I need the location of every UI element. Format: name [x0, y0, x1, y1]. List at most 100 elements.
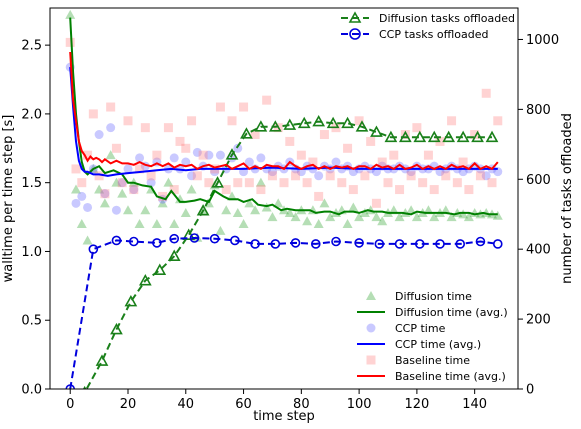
data-point	[187, 171, 197, 181]
data-point	[250, 205, 261, 215]
data-point	[94, 130, 104, 140]
data-point	[227, 191, 237, 201]
data-point	[99, 198, 110, 208]
data-point	[82, 235, 93, 245]
x-tick-label: 100	[347, 397, 372, 412]
legend-marker	[348, 11, 362, 23]
data-point	[270, 239, 281, 249]
series-line	[69, 236, 498, 389]
data-point	[100, 189, 110, 199]
data-point	[429, 212, 440, 222]
data-point	[360, 171, 370, 181]
x-axis-title: time step	[253, 409, 315, 424]
legend-entry-baseline-time-avg: Baseline time (avg.)	[357, 370, 506, 383]
line-layer	[65, 17, 503, 389]
data-point	[135, 153, 145, 163]
data-point	[400, 130, 410, 140]
y-left-tick-label: 0.5	[21, 314, 42, 329]
data-point	[65, 384, 76, 389]
legend-top-right: Diffusion tasks offloaded CCP tasks offlo…	[341, 11, 515, 41]
data-point	[455, 239, 466, 249]
data-point	[254, 120, 268, 132]
data-point	[227, 153, 237, 163]
legend-marker	[349, 28, 361, 40]
data-point	[423, 150, 433, 160]
data-point	[475, 171, 485, 181]
data-point	[452, 178, 462, 188]
data-point	[153, 263, 167, 275]
data-point	[169, 185, 179, 195]
data-point	[255, 177, 266, 187]
data-point	[384, 130, 398, 143]
x-tick-label: 60	[235, 397, 252, 412]
data-point	[238, 218, 249, 228]
data-point	[348, 185, 358, 195]
data-point	[284, 207, 295, 217]
data-point	[406, 205, 417, 215]
legend-label: Baseline time (avg.)	[395, 370, 506, 383]
series-ccp-tasks-offloaded	[65, 233, 503, 389]
data-point	[239, 102, 249, 112]
x-tick-label: 120	[404, 397, 429, 412]
y-right-tick-label: 0	[526, 383, 534, 398]
data-point	[221, 205, 232, 215]
data-point	[169, 233, 180, 244]
data-point	[167, 249, 181, 261]
data-point	[71, 198, 81, 208]
data-point	[371, 212, 382, 222]
data-point	[458, 157, 468, 167]
data-point	[227, 116, 237, 126]
data-point	[244, 178, 254, 188]
data-point	[325, 171, 335, 181]
legend-label: Diffusion tasks offloaded	[379, 12, 515, 25]
legend-label: Baseline time	[395, 354, 470, 367]
data-point	[343, 143, 353, 153]
data-point	[77, 191, 87, 201]
data-point	[158, 191, 168, 201]
data-point	[151, 218, 162, 228]
data-point	[232, 207, 243, 217]
data-point	[267, 171, 277, 181]
series-ccp-time-avg	[69, 67, 498, 177]
data-point	[492, 239, 503, 249]
data-point	[314, 171, 324, 181]
x-tick-label: 40	[178, 397, 195, 412]
data-point	[302, 216, 313, 226]
data-point	[394, 212, 405, 222]
data-point	[493, 116, 503, 126]
x-tick-label: 80	[293, 397, 310, 412]
data-point	[463, 212, 474, 222]
data-point	[291, 171, 301, 181]
data-point	[71, 164, 81, 174]
data-point	[169, 218, 180, 228]
data-point	[83, 202, 93, 212]
data-point	[209, 233, 220, 244]
data-point	[117, 188, 128, 198]
x-tick-label: 0	[66, 397, 74, 412]
legend-label: CCP time	[395, 322, 446, 335]
data-point	[471, 130, 484, 143]
data-point	[398, 130, 412, 143]
data-point	[192, 147, 202, 157]
data-point	[283, 118, 297, 130]
data-point	[204, 150, 214, 160]
data-point	[268, 120, 282, 132]
data-point	[233, 143, 243, 153]
data-point	[262, 95, 272, 105]
data-point	[186, 184, 197, 194]
data-point	[135, 164, 145, 174]
legend-marker	[366, 323, 376, 333]
x-tick-label: 140	[462, 397, 487, 412]
data-point	[395, 185, 405, 195]
data-point	[341, 116, 354, 129]
data-point	[181, 157, 191, 167]
data-point	[77, 178, 87, 188]
data-point	[169, 153, 179, 163]
data-point	[215, 102, 225, 112]
data-point	[456, 130, 470, 143]
data-point	[370, 125, 383, 137]
data-point	[485, 130, 499, 143]
legend-entry-diffusion-time: Diffusion time	[366, 290, 472, 303]
legend-entry-diffusion-tasks-offloaded: Diffusion tasks offloaded	[341, 11, 515, 25]
data-point	[394, 239, 405, 249]
